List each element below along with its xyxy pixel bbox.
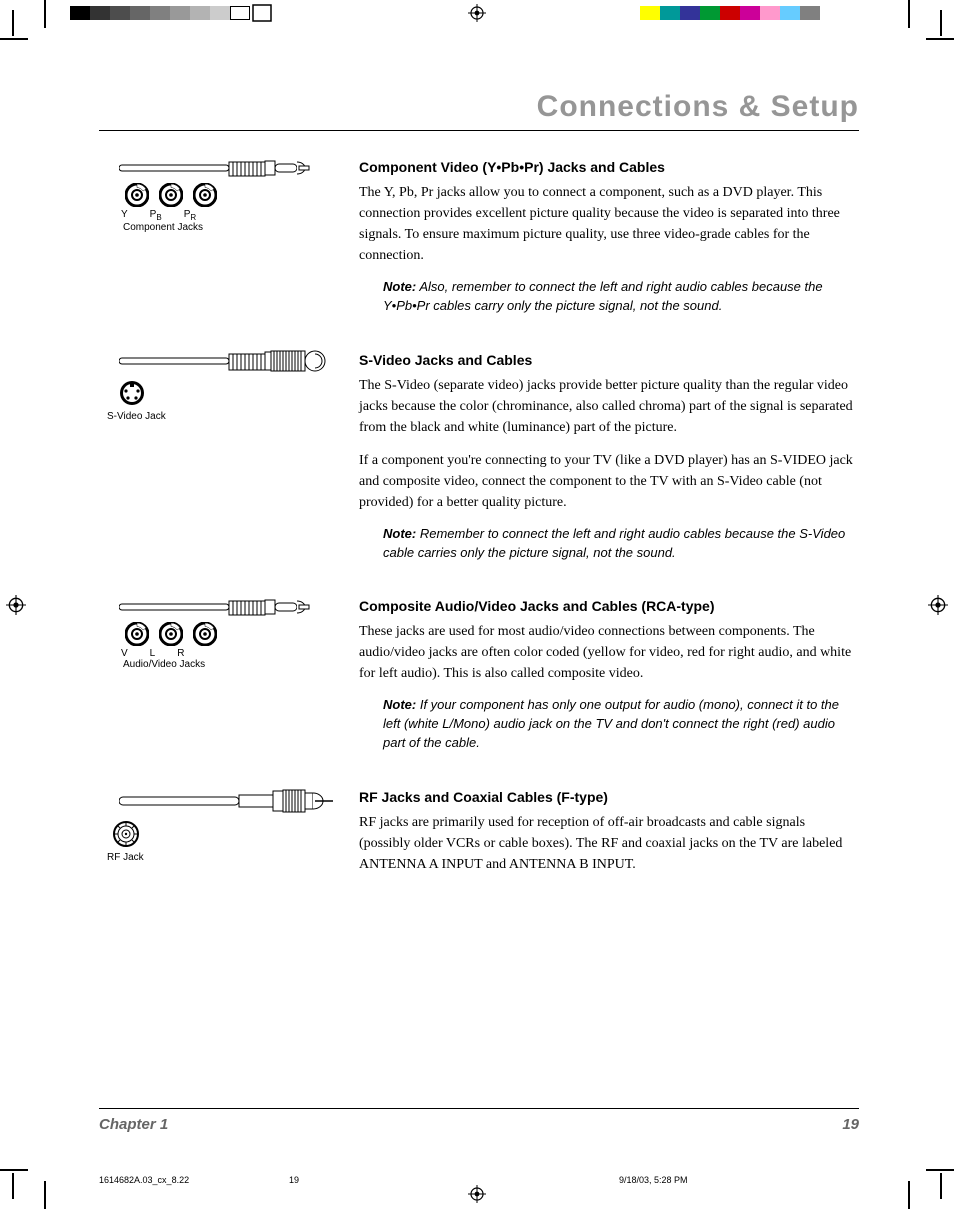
crop-tick xyxy=(44,0,46,28)
crop-tick xyxy=(940,10,942,36)
note-text: Also, remember to connect the left and r… xyxy=(383,279,823,313)
crop-tick xyxy=(44,1181,46,1209)
printer-box-icon xyxy=(252,4,272,22)
rca-jack-icon xyxy=(125,183,149,207)
jack-label: V xyxy=(121,648,128,659)
note-text: If your component has only one output fo… xyxy=(383,697,839,750)
figure-caption: S-Video Jack xyxy=(99,411,339,422)
rca-jack-icon xyxy=(159,622,183,646)
rca-jack-icon xyxy=(159,183,183,207)
registration-mark-icon xyxy=(468,1185,486,1203)
section-heading: Composite Audio/Video Jacks and Cables (… xyxy=(359,596,859,617)
crop-tick xyxy=(940,1173,942,1199)
registration-mark-icon xyxy=(6,595,26,615)
section-row: RF Jack RF Jacks and Coaxial Cables (F-ty… xyxy=(99,787,859,887)
crop-tick xyxy=(12,1173,14,1199)
body-paragraph: The Y, Pb, Pr jacks allow you to connect… xyxy=(359,182,859,266)
jack-label: L xyxy=(150,648,156,659)
section-row: S-Video Jack S-Video Jacks and Cables The … xyxy=(99,350,859,563)
body-paragraph: The S-Video (separate video) jacks provi… xyxy=(359,375,859,438)
slug-page: 19 xyxy=(289,1175,619,1185)
slug-timestamp: 9/18/03, 5:28 PM xyxy=(619,1175,688,1185)
jack-label: Y xyxy=(121,209,128,222)
footer-chapter: Chapter 1 xyxy=(99,1116,168,1133)
registration-mark-icon xyxy=(928,595,948,615)
jack-label: R xyxy=(177,648,184,659)
print-slug: 1614682A.03_cx_8.22 19 9/18/03, 5:28 PM xyxy=(99,1175,859,1185)
rca-jack-icon xyxy=(193,183,217,207)
rca-jack-icon xyxy=(193,622,217,646)
figure-column: V L RAudio/Video Jacks xyxy=(99,596,359,753)
figure-column: RF Jack xyxy=(99,787,359,887)
cable-illustration xyxy=(119,787,337,815)
crop-tick xyxy=(0,38,28,40)
figure-caption: Component Jacks xyxy=(99,222,339,233)
crop-tick xyxy=(908,0,910,28)
text-column: RF Jacks and Coaxial Cables (F-type) RF j… xyxy=(359,787,859,887)
cable-illustration xyxy=(119,350,329,374)
crop-tick xyxy=(926,38,954,40)
rca-jack-icon xyxy=(125,622,149,646)
note-label: Note: xyxy=(383,279,416,294)
footer-page-number: 19 xyxy=(842,1116,859,1133)
crop-tick xyxy=(0,1169,28,1171)
text-column: Component Video (Y•Pb•Pr) Jacks and Cabl… xyxy=(359,157,859,316)
body-paragraph: These jacks are used for most audio/vide… xyxy=(359,621,859,684)
section-heading: Component Video (Y•Pb•Pr) Jacks and Cabl… xyxy=(359,157,859,178)
page: Connections & Setup Y PB PRComponent Jacks… xyxy=(0,0,954,1209)
note-label: Note: xyxy=(383,697,416,712)
body-paragraph: If a component you're connecting to your… xyxy=(359,450,859,513)
jack-label: PB xyxy=(150,209,162,222)
svideo-jack-icon xyxy=(119,380,145,406)
note-label: Note: xyxy=(383,526,416,541)
crop-tick xyxy=(12,10,14,36)
section-row: Y PB PRComponent Jacks Component Video (Y•P… xyxy=(99,157,859,316)
section-row: V L RAudio/Video Jacks Composite Audio/Vide… xyxy=(99,596,859,753)
footer-rule xyxy=(99,1108,859,1109)
cable-illustration xyxy=(119,157,319,179)
content-area: Connections & Setup Y PB PRComponent Jacks… xyxy=(99,90,859,921)
note-block: Note: Remember to connect the left and r… xyxy=(383,525,859,563)
printer-colorbar-left xyxy=(70,6,250,20)
section-heading: S-Video Jacks and Cables xyxy=(359,350,859,371)
figure-column: Y PB PRComponent Jacks xyxy=(99,157,359,316)
jack-label: PR xyxy=(184,209,196,222)
note-text: Remember to connect the left and right a… xyxy=(383,526,845,560)
rf-jack-icon xyxy=(113,821,139,847)
crop-tick xyxy=(908,1181,910,1209)
note-block: Note: Also, remember to connect the left… xyxy=(383,278,859,316)
note-block: Note: If your component has only one out… xyxy=(383,696,859,753)
title-rule xyxy=(99,130,859,131)
slug-file: 1614682A.03_cx_8.22 xyxy=(99,1175,289,1185)
page-footer: Chapter 1 19 xyxy=(99,1116,859,1133)
body-paragraph: RF jacks are primarily used for receptio… xyxy=(359,812,859,875)
registration-mark-icon xyxy=(468,4,486,22)
figure-caption: RF Jack xyxy=(99,852,339,863)
figure-caption: Audio/Video Jacks xyxy=(99,659,339,670)
printer-colorbar-right xyxy=(640,6,820,20)
cable-illustration xyxy=(119,596,319,618)
figure-column: S-Video Jack xyxy=(99,350,359,563)
page-title: Connections & Setup xyxy=(99,90,859,124)
text-column: S-Video Jacks and Cables The S-Video (sep… xyxy=(359,350,859,563)
text-column: Composite Audio/Video Jacks and Cables (… xyxy=(359,596,859,753)
crop-tick xyxy=(926,1169,954,1171)
section-heading: RF Jacks and Coaxial Cables (F-type) xyxy=(359,787,859,808)
